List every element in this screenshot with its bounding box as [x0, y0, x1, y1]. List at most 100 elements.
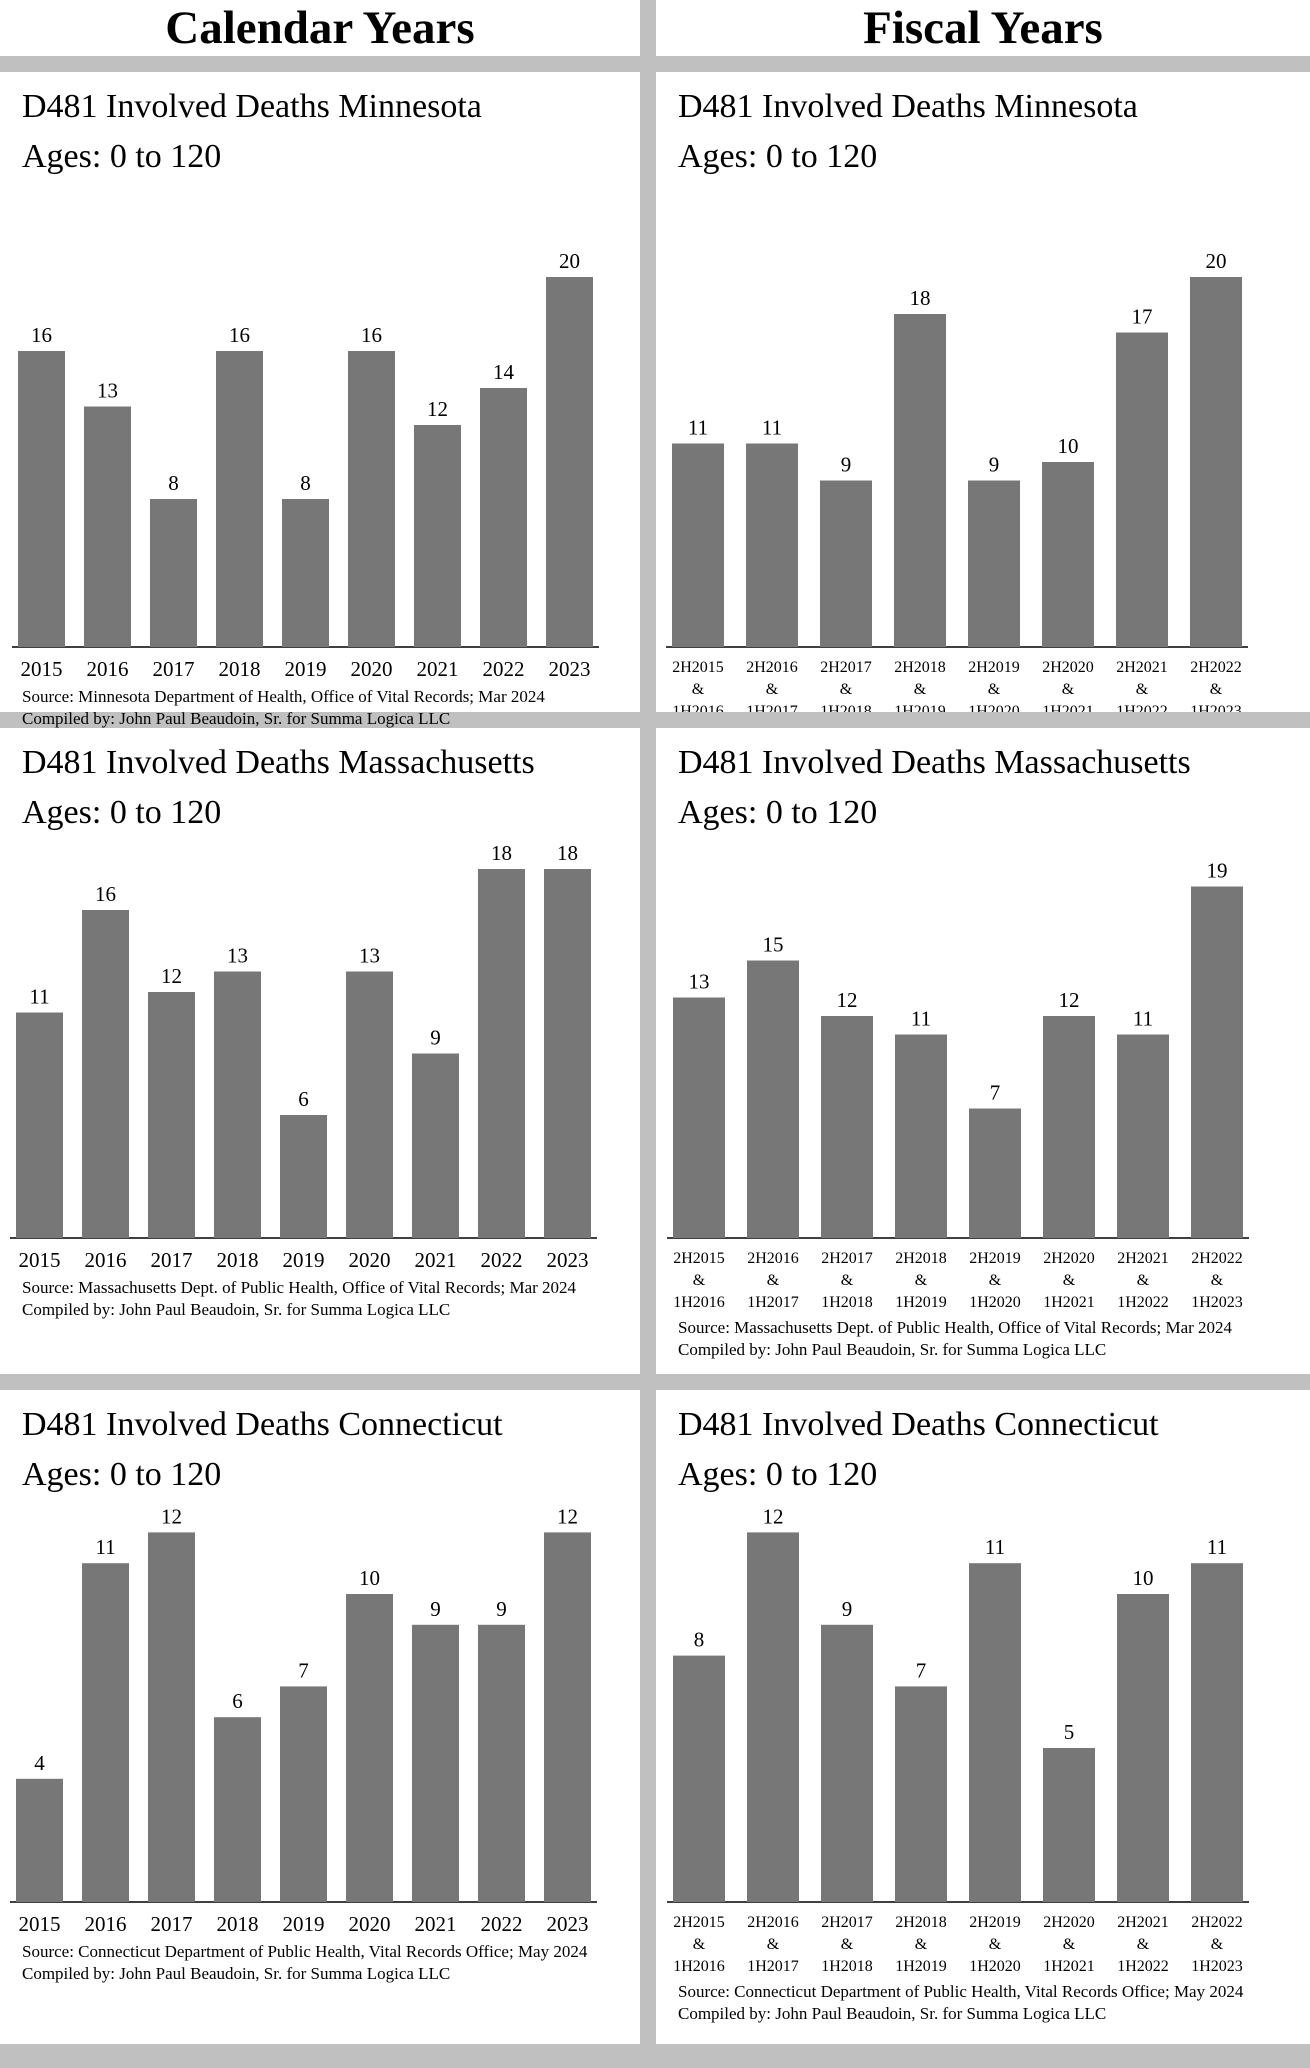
x-tick-label: 1H2021: [1042, 703, 1094, 712]
data-label: 18: [491, 841, 512, 865]
chart-panel-minnesota-fiscal: D481 Involved Deaths Minnesota Ages: 0 to…: [656, 72, 1310, 768]
bar: [673, 1655, 725, 1902]
data-label: 10: [1133, 1566, 1154, 1590]
x-tick-label: 1H2021: [1043, 1958, 1095, 1975]
data-label: 6: [232, 1689, 243, 1713]
x-tick-label: 1H2017: [747, 1958, 799, 1975]
bar: [412, 1624, 459, 1902]
x-tick-label: &: [692, 681, 705, 698]
bar: [821, 1016, 873, 1238]
x-tick-label: 2H2019: [969, 1250, 1021, 1267]
x-tick-label: 2018: [217, 1912, 259, 1936]
x-tick-label: 1H2018: [821, 1958, 873, 1975]
x-tick-label: 2022: [481, 1248, 523, 1272]
bar: [895, 1686, 947, 1902]
compiled-by-note: Compiled by: John Paul Beaudoin, Sr. for…: [22, 1300, 451, 1319]
x-tick-label: 2021: [415, 1248, 457, 1272]
bar: [546, 277, 593, 647]
x-tick-label: 1H2019: [895, 1958, 947, 1975]
x-tick-label: 1H2023: [1190, 703, 1242, 712]
data-label: 17: [1132, 305, 1153, 329]
x-tick-label: 2H2016: [747, 1914, 799, 1931]
bar: [150, 499, 197, 647]
chart-title: D481 Involved Deaths Minnesota: [22, 88, 482, 125]
data-label: 16: [229, 323, 250, 347]
x-tick-label: 2016: [85, 1248, 127, 1272]
data-label: 14: [493, 360, 515, 384]
x-tick-label: 2H2018: [895, 1914, 947, 1931]
x-tick-label: 1H2021: [1043, 1294, 1095, 1311]
x-tick-label: &: [1137, 1936, 1150, 1953]
data-label: 18: [910, 286, 931, 310]
x-tick-label: 2018: [219, 657, 261, 681]
data-label: 12: [837, 988, 858, 1012]
chart-subtitle: Ages: 0 to 120: [678, 1456, 878, 1493]
data-label: 9: [989, 453, 1000, 477]
data-label: 5: [1064, 1720, 1075, 1744]
x-tick-label: &: [1063, 1936, 1076, 1953]
bar: [544, 869, 591, 1238]
data-label: 9: [841, 453, 852, 477]
x-tick-label: 2023: [549, 657, 591, 681]
x-tick-label: 2H2015: [672, 659, 724, 676]
data-label: 11: [29, 985, 49, 1009]
bar: [672, 443, 724, 647]
x-tick-label: 2H2022: [1191, 1250, 1243, 1267]
data-label: 11: [688, 416, 708, 440]
data-label: 8: [694, 1628, 705, 1652]
data-label: 7: [990, 1081, 1001, 1105]
x-tick-label: 1H2020: [968, 703, 1020, 712]
bar: [1117, 1034, 1169, 1238]
chart-panel-connecticut-fiscal: D481 Involved Deaths Connecticut Ages: 0 …: [656, 1390, 1310, 2044]
chart-title: D481 Involved Deaths Minnesota: [678, 88, 1138, 125]
x-tick-label: 2017: [151, 1248, 193, 1272]
x-tick-label: 2019: [283, 1248, 325, 1272]
data-label: 4: [34, 1751, 45, 1775]
bar-chart: 16 2015 13 2016 8 2017 16 2018 8 2019 16 2020 12 2021…: [12, 249, 599, 681]
chart-panel-massachusetts-calendar: D481 Involved Deaths Massachusetts Ages: …: [0, 728, 640, 1374]
bar: [478, 1624, 525, 1902]
data-label: 19: [1207, 859, 1228, 883]
bar: [82, 1563, 129, 1902]
data-label: 8: [168, 471, 179, 495]
data-label: 12: [763, 1504, 784, 1528]
bar: [1116, 332, 1168, 647]
bar-chart: 11 2H2015 & 1H2016 11 2H2016 & 1H2017 9 2H2017 & 1H…: [666, 249, 1248, 712]
data-label: 16: [361, 323, 382, 347]
x-tick-label: 1H2022: [1116, 703, 1168, 712]
x-tick-label: 1H2018: [820, 703, 872, 712]
x-tick-label: 1H2020: [969, 1294, 1021, 1311]
x-tick-label: 1H2016: [673, 1958, 725, 1975]
data-label: 18: [557, 841, 578, 865]
x-tick-label: 2023: [547, 1912, 589, 1936]
bar: [16, 1778, 63, 1902]
chart-title: D481 Involved Deaths Massachusetts: [22, 744, 535, 781]
x-tick-label: &: [841, 1936, 854, 1953]
x-tick-label: 2016: [85, 1912, 127, 1936]
x-tick-label: 2H2020: [1043, 1914, 1095, 1931]
x-tick-label: 2H2015: [673, 1250, 725, 1267]
x-tick-label: 2H2021: [1117, 1250, 1169, 1267]
bar: [348, 351, 395, 647]
x-tick-label: 2020: [349, 1248, 391, 1272]
data-label: 11: [1207, 1535, 1227, 1559]
x-tick-label: 2019: [283, 1912, 325, 1936]
bar-chart: 8 2H2015 & 1H2016 12 2H2016 & 1H2017 9 2H2017 & 1H2…: [667, 1504, 1249, 1975]
data-label: 7: [916, 1658, 927, 1682]
x-tick-label: &: [989, 1272, 1002, 1289]
bar: [1043, 1748, 1095, 1902]
x-tick-label: &: [840, 681, 853, 698]
data-label: 11: [762, 416, 782, 440]
bar: [894, 314, 946, 647]
bar: [1190, 277, 1242, 647]
x-tick-label: 2022: [481, 1912, 523, 1936]
data-label: 10: [359, 1566, 380, 1590]
bar: [214, 1717, 261, 1902]
bar-chart: 11 2015 16 2016 12 2017 13 2018 6 2019 13 2020 9 2021…: [10, 841, 597, 1272]
x-tick-label: 2H2022: [1190, 659, 1242, 676]
x-tick-label: &: [1211, 1936, 1224, 1953]
data-label: 16: [95, 882, 116, 906]
data-label: 9: [430, 1026, 441, 1050]
data-label: 13: [359, 944, 380, 968]
x-tick-label: 2019: [285, 657, 327, 681]
